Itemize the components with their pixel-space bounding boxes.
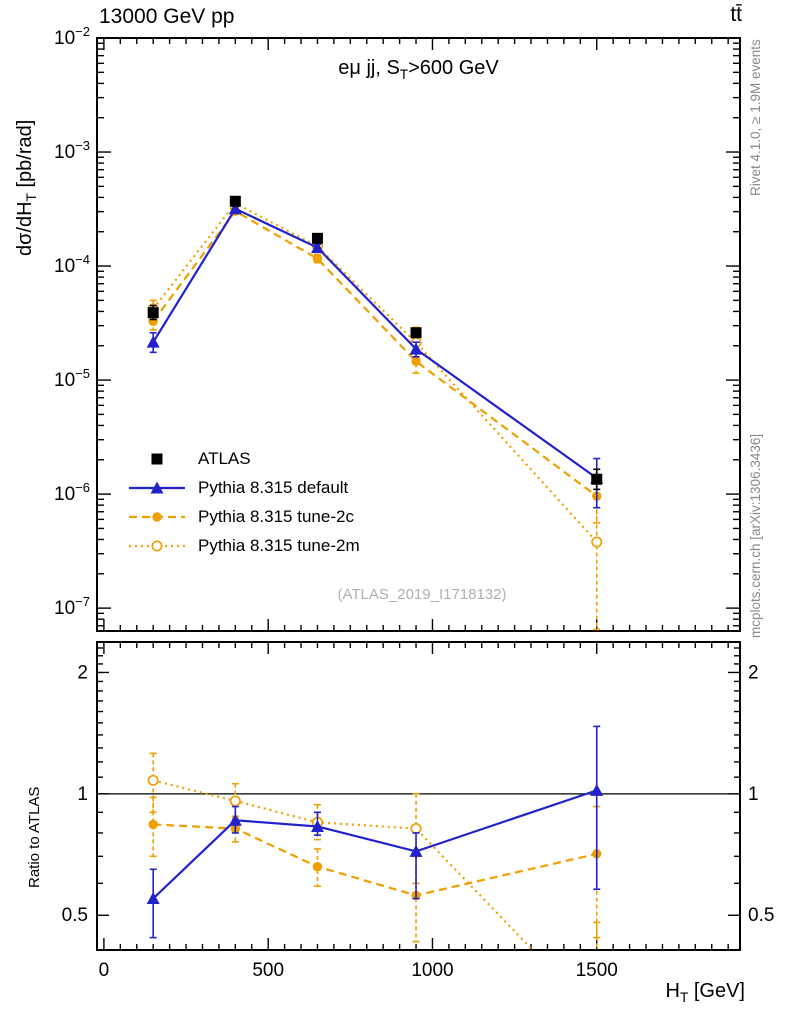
legend-marker-circle-icon <box>128 508 186 526</box>
axis-ticks <box>97 37 740 950</box>
legend-item-pythia-default: Pythia 8.315 default <box>128 473 360 502</box>
x-axis-label: HT [GeV] <box>665 980 745 1005</box>
y-tick-label: 10−6 <box>54 480 90 505</box>
mcplots-reference-caption: mcplots.cern.ch [arXiv:1306.3436] <box>748 433 763 638</box>
x-tick-label: 1500 <box>576 960 618 981</box>
legend-marker-square-icon <box>128 450 186 468</box>
ratio-panel-series <box>146 725 604 950</box>
legend-item-pythia-tune2m: Pythia 8.315 tune-2m <box>128 531 360 560</box>
plot-title-subscript: T <box>399 67 409 82</box>
x-tick-label: 1000 <box>411 960 453 981</box>
y-axis-label-main: dσ/dHT [pb/rad] <box>14 119 39 256</box>
beam-energy-label: 13000 GeV pp <box>99 5 235 28</box>
series-pythia-8-315-tune-2c <box>148 796 602 943</box>
plot-title-text-post: >600 GeV <box>408 57 499 79</box>
y-axis-label-ratio: Ratio to ATLAS <box>26 786 43 888</box>
ratio-tick-label: 2 <box>77 662 88 683</box>
legend-label: ATLAS <box>198 448 251 468</box>
ratio-tick-label: 0.5 <box>62 905 88 926</box>
legend: ATLAS Pythia 8.315 default Pythia 8.315 … <box>128 444 360 560</box>
series-pythia-8-315-tune-2m <box>147 197 603 631</box>
ratio-tick-label: 1 <box>77 784 88 805</box>
rivet-version-caption: Rivet 4.1.0, ≥ 1.9M events <box>748 39 763 196</box>
ratio-tick-label: 1 <box>748 784 759 805</box>
plot-title: eμ jj, ST>600 GeV <box>97 57 740 82</box>
y-tick-label: 10−7 <box>54 594 90 619</box>
legend-label: Pythia 8.315 default <box>198 477 349 497</box>
y-tick-label: 10−3 <box>54 138 90 163</box>
legend-item-atlas: ATLAS <box>128 444 360 473</box>
series-pythia-8-315-default <box>146 725 604 939</box>
main-panel-series <box>146 195 604 631</box>
legend-label: Pythia 8.315 tune-2m <box>198 535 360 555</box>
ratio-tick-label: 0.5 <box>748 905 774 926</box>
y-tick-label: 10−5 <box>54 366 90 391</box>
ratio-tick-label: 2 <box>748 662 759 683</box>
tick-labels: 10−2 10−3 10−4 10−5 10−6 10−7 2 2 1 1 0.5 0.5 0 500 10… <box>54 24 774 981</box>
x-tick-label: 500 <box>252 960 284 981</box>
legend-label: Pythia 8.315 tune-2c <box>198 506 354 526</box>
legend-marker-triangle-icon <box>128 479 186 497</box>
x-tick-label: 0 <box>99 960 110 981</box>
legend-marker-open-circle-icon <box>128 537 186 555</box>
legend-item-pythia-tune2c: Pythia 8.315 tune-2c <box>128 502 360 531</box>
main-panel-frame <box>96 37 741 632</box>
plot-title-text: eμ jj, S <box>338 57 400 79</box>
analysis-id-watermark: (ATLAS_2019_I1718132) <box>337 586 507 603</box>
process-label: tt̄ <box>730 3 742 26</box>
series-atlas <box>147 195 603 491</box>
ratio-panel-frame <box>96 641 741 951</box>
y-tick-label: 10−4 <box>54 252 90 277</box>
y-tick-label: 10−2 <box>54 24 90 49</box>
